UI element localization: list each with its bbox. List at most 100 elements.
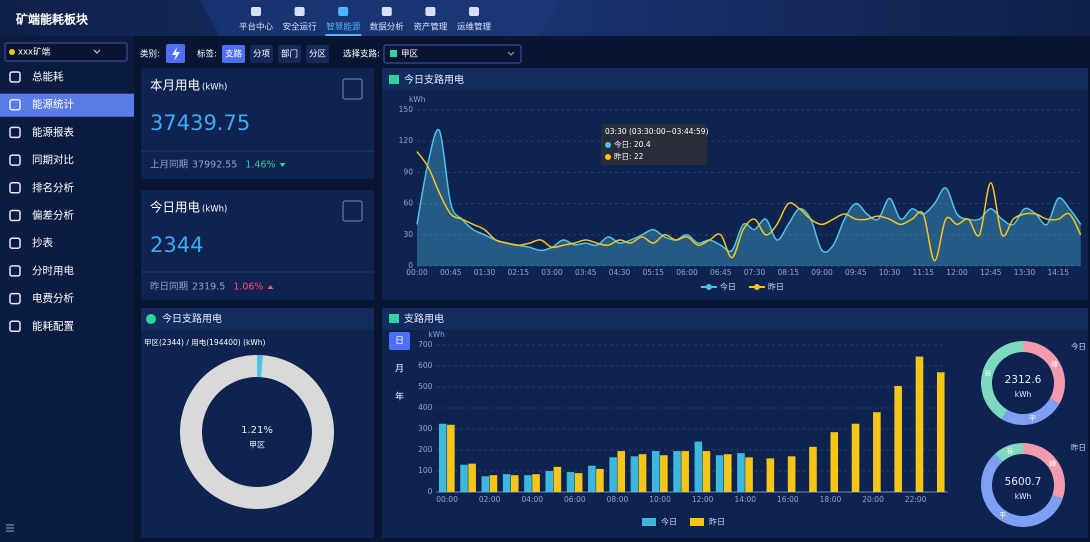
menu-icon — [9, 154, 21, 166]
chart-subtitle: 甲区(2344) / 用电(194400) (kWh) — [144, 337, 266, 347]
tag-button[interactable] — [306, 45, 329, 63]
bar — [787, 456, 796, 492]
bar — [809, 446, 817, 492]
x-tick-label: 03:45 — [575, 268, 597, 277]
panel-title: 今日支路用电 — [404, 73, 464, 86]
period-label: 月 — [395, 364, 404, 375]
nav-item[interactable]: 平台中心 — [239, 22, 274, 33]
menu-item[interactable]: 能源报表 — [32, 125, 74, 138]
branch-value: 甲区 — [401, 50, 419, 60]
nav-item[interactable]: 运维管理 — [457, 22, 492, 33]
bar — [553, 466, 562, 492]
x-tick-label: 01:30 — [474, 268, 496, 277]
menu-item[interactable]: 分时用电 — [32, 264, 74, 277]
tag-button[interactable] — [222, 45, 245, 63]
legend-label: 昨日 — [768, 282, 784, 292]
period-button[interactable] — [389, 360, 410, 378]
nav-icon — [469, 7, 479, 16]
nav-item[interactable]: 智慧能源 — [326, 22, 361, 33]
panel-header — [382, 308, 1088, 330]
y-tick-label: 0 — [408, 261, 413, 270]
tooltip — [601, 124, 707, 165]
slice-label: 平 — [999, 511, 1006, 519]
collapse-icon — [6, 524, 14, 532]
x-tick-label: 02:00 — [479, 495, 501, 504]
bar — [481, 476, 490, 492]
bar — [851, 423, 860, 492]
menu-item[interactable]: 偏差分析 — [32, 209, 74, 222]
panel-title: 支路用电 — [404, 312, 444, 325]
tag-button[interactable] — [250, 45, 273, 63]
x-tick-label: 00:00 — [406, 268, 428, 277]
bar — [737, 453, 745, 492]
nav-item[interactable]: 资产管理 — [413, 22, 448, 33]
nav-icon — [381, 7, 392, 16]
menu-item[interactable]: 总能耗 — [32, 70, 64, 83]
legend-swatch — [690, 518, 704, 526]
tooltip-line: 今日: 20.4 — [614, 139, 651, 149]
menu-icon — [9, 98, 21, 111]
nav-icon — [425, 7, 436, 16]
card-value: 2344 — [150, 233, 203, 257]
menu-item[interactable]: 能源统计 — [32, 98, 74, 111]
slice-label: 谷 — [1006, 446, 1013, 455]
bar — [609, 457, 617, 492]
bar — [702, 451, 711, 492]
site-select[interactable] — [4, 42, 128, 62]
y-axis-label: kWh — [409, 95, 426, 104]
legend-label: 今日 — [720, 282, 736, 292]
x-tick-label: 07:30 — [744, 268, 766, 277]
tag-label: 分区 — [309, 50, 327, 60]
y-tick-label: 500 — [418, 382, 433, 391]
period-button[interactable] — [389, 388, 410, 406]
x-tick-label: 04:00 — [521, 495, 543, 504]
card-bg — [141, 190, 374, 300]
menu-item[interactable]: 同期对比 — [32, 153, 74, 166]
y-tick-label: 0 — [428, 487, 433, 496]
y-tick-label: 150 — [399, 105, 414, 114]
legend-swatch — [642, 518, 656, 526]
donut-title: 今日 — [1071, 341, 1086, 351]
period-button[interactable] — [389, 332, 410, 350]
menu-icon — [9, 237, 21, 249]
compare-label: 上月同期 — [150, 160, 188, 171]
y-tick-label: 400 — [418, 403, 433, 412]
x-tick-label: 09:45 — [845, 268, 867, 277]
x-tick-label: 14:00 — [734, 495, 756, 504]
slice-label: 峰 — [1051, 360, 1058, 369]
bar — [660, 455, 668, 492]
x-tick-label: 08:15 — [777, 268, 799, 277]
menu-item[interactable]: 排名分析 — [32, 181, 74, 194]
x-tick-label: 18:00 — [820, 495, 842, 504]
tooltip-title: 03:30 (03:30:00~03:44:59) — [605, 127, 709, 136]
card-title: 今日用电 — [150, 200, 201, 215]
panel-header — [141, 308, 374, 330]
menu-item[interactable]: 电费分析 — [32, 292, 74, 305]
tag-button[interactable] — [278, 45, 301, 63]
bar — [468, 463, 476, 492]
y-tick-label: 200 — [418, 445, 433, 454]
nav-item[interactable]: 数据分析 — [370, 22, 405, 33]
panel-icon — [389, 75, 399, 84]
y-tick-label: 90 — [403, 167, 413, 176]
panel-icon — [146, 314, 156, 324]
branch-select[interactable] — [383, 44, 522, 64]
menu-item[interactable]: 抄表 — [32, 236, 53, 249]
card-title: 本月用电 — [150, 78, 201, 93]
line — [416, 151, 1082, 262]
donut-slice — [1023, 443, 1065, 499]
x-tick-label: 05:15 — [642, 268, 664, 277]
nav-item[interactable]: 安全运行 — [283, 22, 318, 33]
x-tick-label: 20:00 — [862, 495, 884, 504]
legend-swatch — [705, 284, 712, 290]
bar — [936, 372, 945, 492]
tag-label: 分项 — [253, 50, 271, 60]
calendar-icon — [342, 78, 363, 100]
center-label: 1.21% — [241, 425, 273, 436]
menu-item[interactable]: 能耗配置 — [32, 319, 74, 332]
donut-slice — [981, 341, 1023, 420]
x-tick-label: 10:30 — [879, 268, 901, 277]
center-name: 甲区 — [249, 441, 265, 450]
change-value: 1.46% — [245, 160, 275, 171]
